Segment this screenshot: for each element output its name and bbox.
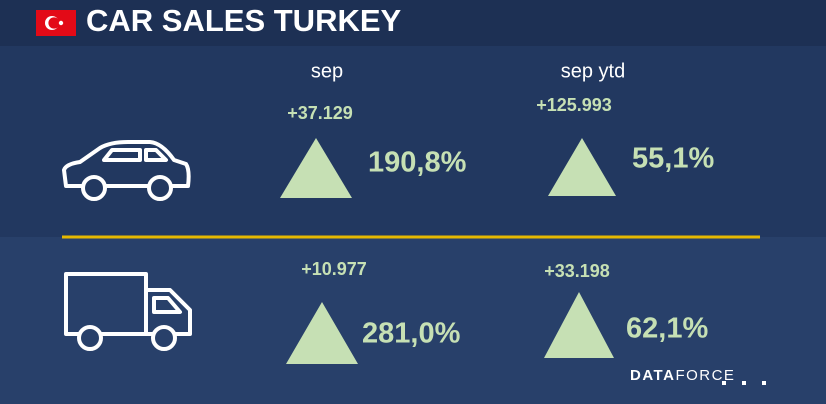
truck-icon	[64, 272, 192, 351]
up-triangle	[280, 138, 352, 198]
up-triangle	[544, 292, 614, 358]
logo-dots	[722, 381, 766, 385]
change-label: +10.977	[301, 259, 367, 279]
up-triangle	[286, 302, 358, 364]
logo-part: DATA	[630, 367, 675, 384]
up-triangle	[548, 138, 616, 196]
change-label: +37.129	[287, 103, 353, 123]
turkey-flag	[36, 10, 76, 36]
column-label: sep ytd	[561, 60, 625, 82]
logo-part: FORCE	[675, 367, 735, 384]
change-label: +33.198	[544, 261, 610, 281]
car-icon	[62, 140, 191, 201]
title: CAR SALES TURKEY	[86, 3, 402, 38]
bottom-panel	[0, 237, 826, 404]
percent-label: 190,8%	[368, 147, 467, 179]
percent-label: 55,1%	[632, 143, 714, 175]
percent-label: 62,1%	[626, 313, 708, 345]
column-label: sep	[311, 60, 343, 82]
percent-label: 281,0%	[362, 318, 461, 350]
header-band	[0, 0, 826, 46]
logo: DATAFORCE	[630, 367, 735, 384]
change-label: +125.993	[536, 95, 612, 115]
